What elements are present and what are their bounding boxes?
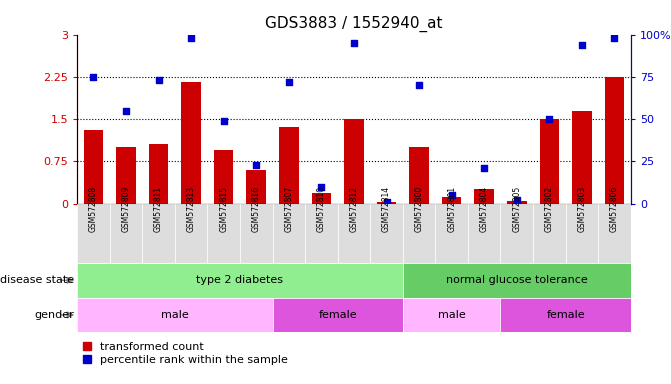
Point [381, 199, 392, 205]
Point [446, 192, 457, 198]
Point [479, 165, 490, 171]
Bar [181, 83, 201, 204]
Bar [435, 204, 468, 263]
Point [153, 77, 164, 83]
Bar [370, 204, 403, 263]
Point [511, 197, 522, 203]
Legend: transformed count, percentile rank within the sample: transformed count, percentile rank withi… [83, 341, 289, 365]
Text: GSM572808: GSM572808 [89, 186, 98, 232]
Bar [240, 204, 272, 263]
Bar [116, 147, 136, 204]
Bar [84, 130, 103, 204]
Bar [566, 204, 598, 263]
Point [316, 184, 327, 190]
Point [251, 162, 262, 168]
Bar [605, 77, 624, 204]
Bar [311, 194, 331, 204]
Text: GSM572802: GSM572802 [545, 186, 554, 232]
Title: GDS3883 / 1552940_at: GDS3883 / 1552940_at [265, 16, 443, 32]
Bar [272, 298, 403, 332]
Text: GSM572812: GSM572812 [350, 186, 358, 232]
Bar [533, 204, 566, 263]
Text: GSM572814: GSM572814 [382, 186, 391, 232]
Text: GSM572805: GSM572805 [512, 186, 521, 232]
Point [544, 116, 555, 122]
Text: GSM572811: GSM572811 [154, 186, 163, 232]
Bar [207, 204, 240, 263]
Bar [272, 204, 305, 263]
Bar [175, 204, 207, 263]
Text: GSM572816: GSM572816 [252, 186, 261, 232]
Text: female: female [318, 310, 357, 320]
Bar [77, 204, 110, 263]
Bar [142, 204, 175, 263]
Bar [305, 204, 338, 263]
Bar [403, 298, 501, 332]
Bar [279, 127, 299, 204]
Point [414, 82, 425, 88]
Text: GSM572809: GSM572809 [121, 186, 131, 232]
Bar [376, 202, 397, 204]
Text: male: male [437, 310, 466, 320]
Bar [344, 119, 364, 204]
Bar [77, 298, 272, 332]
Text: female: female [546, 310, 585, 320]
Text: male: male [161, 310, 189, 320]
Text: GSM572815: GSM572815 [219, 186, 228, 232]
Bar [442, 197, 462, 204]
Bar [403, 263, 631, 298]
Text: GSM572800: GSM572800 [415, 186, 423, 232]
Bar [501, 204, 533, 263]
Bar [539, 119, 559, 204]
Bar [77, 263, 403, 298]
Text: GSM572803: GSM572803 [577, 186, 586, 232]
Point [218, 118, 229, 124]
Point [349, 40, 360, 46]
Text: disease state: disease state [0, 275, 74, 285]
Text: normal glucose tolerance: normal glucose tolerance [446, 275, 588, 285]
Point [609, 35, 620, 41]
Bar [338, 204, 370, 263]
Bar [409, 147, 429, 204]
Bar [598, 204, 631, 263]
Point [186, 35, 197, 41]
Bar [149, 144, 168, 204]
Text: type 2 diabetes: type 2 diabetes [197, 275, 283, 285]
Text: GSM572804: GSM572804 [480, 186, 488, 232]
Text: GSM572806: GSM572806 [610, 186, 619, 232]
Bar [110, 204, 142, 263]
Text: GSM572813: GSM572813 [187, 186, 196, 232]
Text: GSM572810: GSM572810 [317, 186, 326, 232]
Text: GSM572801: GSM572801 [447, 186, 456, 232]
Bar [501, 298, 631, 332]
Text: GSM572807: GSM572807 [285, 186, 293, 232]
Text: gender: gender [34, 310, 74, 320]
Bar [246, 170, 266, 204]
Point [121, 108, 132, 114]
Bar [214, 150, 234, 204]
Point [283, 79, 294, 85]
Bar [474, 189, 494, 204]
Point [88, 74, 99, 80]
Bar [403, 204, 435, 263]
Point [576, 41, 587, 48]
Bar [468, 204, 501, 263]
Bar [507, 201, 527, 204]
Bar [572, 111, 592, 204]
